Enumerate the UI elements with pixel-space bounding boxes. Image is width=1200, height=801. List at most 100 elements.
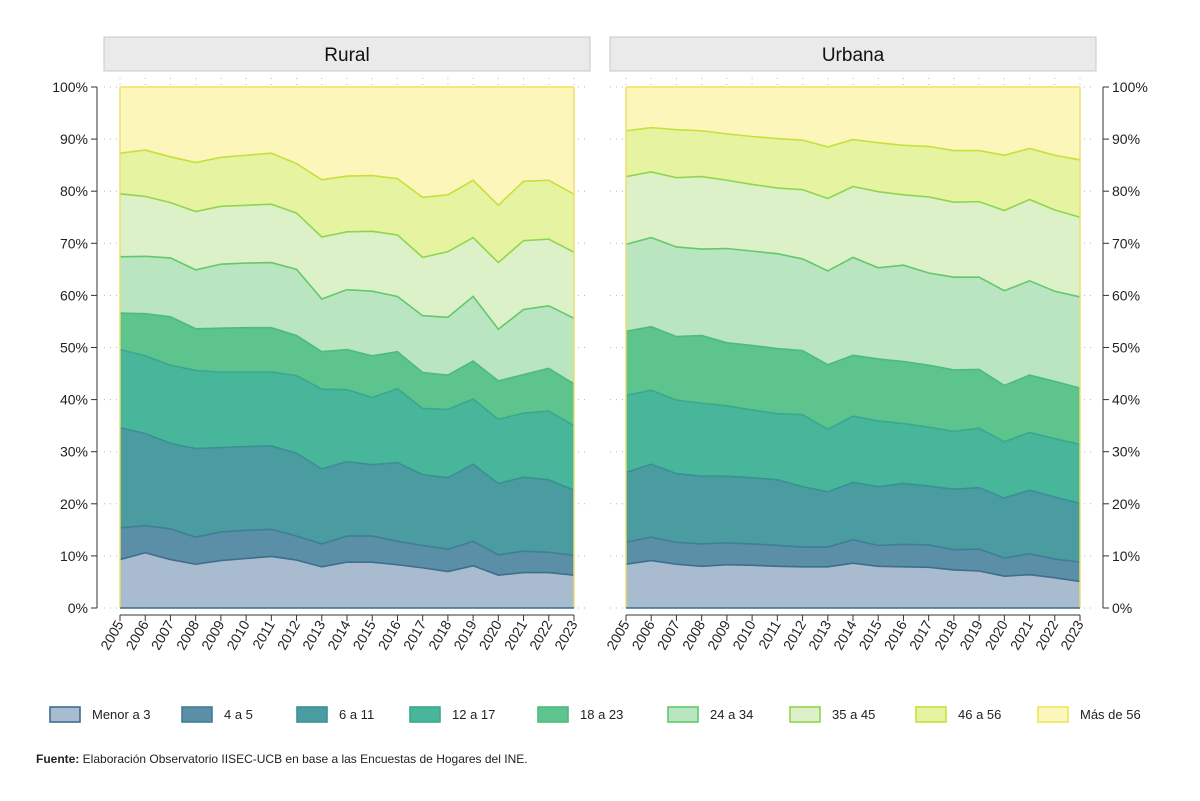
x-tick-label-urbana-2013: 2013	[805, 617, 835, 652]
area-urbana-mas-de-56	[626, 87, 1080, 160]
line-rural-4-a-5	[119, 524, 575, 557]
x-tick-label-rural-2022: 2022	[526, 617, 556, 652]
x-tick-label-urbana-2006: 2006	[628, 617, 658, 652]
y-tick-label-right-6: 60%	[1112, 287, 1140, 303]
legend-swatch-35-a-45	[789, 706, 821, 723]
x-tick-label-rural-2023: 2023	[551, 617, 581, 652]
panel-title-urbana: Urbana	[822, 45, 885, 66]
y-tick-label-right-5: 50%	[1112, 340, 1140, 356]
legend: Menor a 3 4 a 5 6 a 11 12 a 17 18 a 23 24 a 3…	[49, 706, 1141, 723]
x-tick-label-urbana-2005: 2005	[603, 617, 633, 652]
legend-label-4-a-5: 4 a 5	[224, 707, 253, 722]
x-tick-label-rural-2020: 2020	[475, 617, 505, 652]
x-tick-label-urbana-2022: 2022	[1032, 617, 1062, 652]
legend-label-menor-a-3: Menor a 3	[92, 707, 151, 722]
x-tick-label-urbana-2015: 2015	[855, 617, 885, 652]
y-tick-label-right-9: 90%	[1112, 131, 1140, 147]
x-tick-label-rural-2005: 2005	[97, 617, 127, 652]
y-tick-label-right-10: 100%	[1112, 79, 1148, 95]
x-tick-label-rural-2016: 2016	[375, 617, 405, 652]
legend-label-18-a-23: 18 a 23	[580, 707, 623, 722]
area-urbana-menor-a-3	[626, 560, 1080, 608]
legend-label-24-a-34: 24 a 34	[710, 707, 753, 722]
x-tick-label-urbana-2019: 2019	[956, 617, 986, 652]
area-urbana-35-a-45	[626, 171, 1080, 297]
x-tick-label-urbana-2016: 2016	[881, 617, 911, 652]
y-tick-label-left-6: 60%	[60, 287, 88, 303]
area-urbana-12-a-17	[626, 390, 1080, 504]
y-tick-label-left-2: 20%	[60, 496, 88, 512]
line-urbana-46-a-56	[625, 126, 1081, 161]
y-tick-label-right-0: 0%	[1112, 600, 1132, 616]
line-rural-menor-a-3	[119, 551, 575, 576]
legend-swatch-24-a-34	[667, 706, 699, 723]
y-tick-label-left-5: 50%	[60, 340, 88, 356]
y-tick-label-left-7: 70%	[60, 235, 88, 251]
legend-swatch-6-a-11	[296, 706, 328, 723]
area-rural-6-a-11	[120, 427, 574, 556]
legend-swatch-4-a-5	[181, 706, 213, 723]
line-urbana-6-a-11	[625, 463, 1081, 505]
line-rural-35-a-45	[119, 193, 575, 264]
source-note: Fuente: Elaboración Observatorio IISEC-U…	[36, 752, 528, 766]
x-tick-label-rural-2008: 2008	[173, 617, 203, 652]
x-tick-label-urbana-2021: 2021	[1007, 617, 1037, 652]
x-tick-label-urbana-2023: 2023	[1057, 617, 1087, 652]
x-tick-label-rural-2010: 2010	[223, 617, 253, 652]
line-rural-12-a-17	[119, 348, 575, 427]
panel-title-rural: Rural	[324, 45, 369, 66]
area-rural-4-a-5	[120, 525, 574, 576]
x-tick-label-urbana-2007: 2007	[654, 617, 684, 652]
line-urbana-35-a-45	[625, 171, 1081, 219]
line-rural-46-a-56	[119, 149, 575, 207]
x-tick-label-urbana-2017: 2017	[906, 617, 936, 652]
y-tick-label-left-9: 90%	[60, 131, 88, 147]
legend-label-35-a-45: 35 a 45	[832, 707, 875, 722]
x-tick-label-rural-2013: 2013	[299, 617, 329, 652]
x-tick-label-rural-2021: 2021	[501, 617, 531, 652]
area-rural-46-a-56	[120, 150, 574, 263]
legend-swatch-12-a-17	[409, 706, 441, 723]
x-tick-label-urbana-2014: 2014	[830, 617, 860, 652]
legend-swatch-menor-a-3	[49, 706, 81, 723]
panel-urbana: Urbana2005200620072008200920102011201220…	[603, 36, 1148, 652]
source-label: Fuente:	[36, 752, 80, 766]
line-rural-24-a-34	[119, 255, 575, 331]
area-urbana-24-a-34	[626, 237, 1080, 389]
x-tick-label-urbana-2008: 2008	[679, 617, 709, 652]
x-tick-label-rural-2014: 2014	[324, 617, 354, 652]
area-rural-24-a-34	[120, 256, 574, 384]
area-rural-35-a-45	[120, 193, 574, 330]
x-tick-label-rural-2019: 2019	[450, 617, 480, 652]
y-tick-label-left-1: 10%	[60, 548, 88, 564]
y-tick-label-right-8: 80%	[1112, 183, 1140, 199]
area-urbana-46-a-56	[626, 127, 1080, 218]
x-tick-label-urbana-2020: 2020	[981, 617, 1011, 652]
y-tick-label-left-10: 100%	[52, 79, 88, 95]
y-tick-label-right-4: 40%	[1112, 392, 1140, 408]
x-tick-label-rural-2007: 2007	[148, 617, 178, 652]
legend-swatch-mas-de-56	[1037, 706, 1069, 723]
y-tick-label-right-7: 70%	[1112, 235, 1140, 251]
x-tick-label-rural-2017: 2017	[400, 617, 430, 652]
panel-strip-rural	[103, 36, 591, 72]
x-tick-label-urbana-2010: 2010	[729, 617, 759, 652]
line-urbana-menor-a-3	[625, 559, 1081, 583]
x-tick-label-urbana-2018: 2018	[931, 617, 961, 652]
legend-label-mas-de-56: Más de 56	[1080, 707, 1141, 722]
area-rural-menor-a-3	[120, 552, 574, 608]
y-tick-label-left-4: 40%	[60, 392, 88, 408]
legend-label-6-a-11: 6 a 11	[339, 707, 374, 722]
x-tick-label-rural-2009: 2009	[198, 617, 228, 652]
x-tick-label-urbana-2011: 2011	[755, 617, 784, 651]
legend-swatch-46-a-56	[915, 706, 947, 723]
legend-label-12-a-17: 12 a 17	[452, 707, 495, 722]
x-tick-label-urbana-2012: 2012	[780, 617, 810, 652]
source-text: Elaboración Observatorio IISEC-UCB en ba…	[79, 752, 528, 766]
x-tick-label-rural-2015: 2015	[349, 617, 379, 652]
y-tick-label-right-1: 10%	[1112, 548, 1140, 564]
y-tick-label-left-8: 80%	[60, 183, 88, 199]
panel-strip-urbana	[609, 36, 1097, 72]
x-tick-label-rural-2006: 2006	[122, 617, 152, 652]
